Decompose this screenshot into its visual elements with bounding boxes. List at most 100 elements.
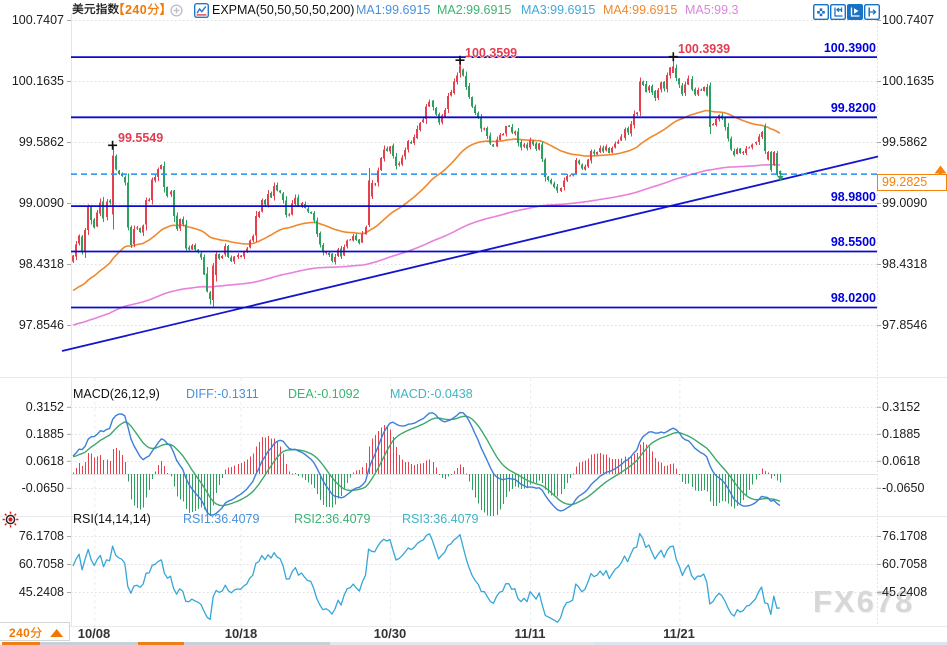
price-axis-label-left: 100.1635 [11,74,64,88]
ma-value-label: MA3:99.6915 [521,3,596,17]
grid-lines [71,20,877,626]
rsi-axis-label-right: 60.7058 [882,557,928,571]
level-price-label: 98.9800 [830,190,876,204]
macd-axis-label-right: 0.3152 [882,399,921,414]
rsi-axis-label-right: 45.2408 [882,585,928,599]
macd-line-dif [72,411,781,516]
date-axis-label: 11/11 [514,626,546,641]
trend-line[interactable] [61,155,879,352]
ma-value-label: MA1:99.6915 [356,3,431,17]
scrollbar-track [40,641,138,645]
indicator-chart-icon [194,3,209,18]
svg-text:4: 4 [16,626,23,640]
collapse-triangle-icon [50,629,64,637]
scrollbar-thumb[interactable] [2,641,40,645]
scrollbar-track [594,641,947,645]
rsi-axis-label-left: 60.7058 [18,557,64,571]
svg-text:2: 2 [9,626,16,640]
level-price-label: 100.3900 [823,41,876,55]
current-price-box: 99.2825 [877,174,947,191]
price-axis-label-left: 97.8546 [18,318,64,332]
swing-high-cross-marker [668,52,678,62]
macd-axis-label-right: -0.0650 [882,480,925,495]
macd-axis-label-left: 0.0618 [25,453,64,468]
macd-axis-label-left: -0.0650 [21,480,64,495]
swing-high-cross-marker [455,55,465,65]
candles [72,56,781,307]
level-price-label: 99.8200 [830,101,876,115]
swing-high-price-label: 100.3939 [678,42,731,56]
ma-value-label: MA2:99.6915 [437,3,512,17]
svg-text:4: 4 [132,3,139,17]
watermark: FX678 [813,584,915,619]
price-axis-label-right: 99.0090 [882,196,928,210]
rsi-lines [72,532,780,623]
rsi-pane-title: RSI(14,14,14) [73,512,151,526]
price-direction-arrow-icon [934,165,947,177]
price-axis-label-right: 100.7407 [882,13,935,27]
macd-axis-label-left: 0.3152 [25,399,64,414]
svg-text:2: 2 [125,3,132,17]
rsi-axis-label-left: 76.1708 [18,529,64,543]
ma-value-label: MA4:99.6915 [603,3,678,17]
price-axis-label-left: 99.0090 [18,196,64,210]
instrument-title [72,3,120,15]
indicator-value-label: RSI3:36.4079 [402,512,479,526]
rsi-axis-label-left: 45.2408 [18,585,64,599]
swing-high-price-label: 100.3599 [465,46,518,60]
shift-chart-right-icon[interactable] [864,4,880,20]
price-axis-label-right: 99.5862 [882,135,928,149]
rsi-line [72,532,780,623]
date-axis-label: 11/21 [663,626,695,641]
level-price-label: 98.0200 [830,291,876,305]
macd-pane-title: MACD(26,12,9) [73,387,160,401]
add-indicator-icon[interactable] [170,4,183,17]
indicator-params: EXPMA(50,50,50,50,200) [212,3,355,17]
swing-high-cross-marker [108,140,118,150]
macd-histogram [73,424,781,516]
zoom-range-right-icon[interactable] [847,4,863,20]
expma-line-EXPMA200 [72,163,780,326]
indicator-value-label: DEA:-0.1092 [288,387,360,401]
indicator-value-label: DIFF:-0.1311 [186,387,259,401]
zoom-range-left-icon[interactable] [830,4,846,20]
price-axis-label-right: 98.4318 [882,257,928,271]
date-axis-label: 10/18 [224,626,258,641]
price-axis-label-right: 100.1635 [882,74,935,88]
macd-line-dea [72,415,781,507]
expma-line-EXPMA50 [72,109,781,292]
rsi-axis-label-right: 76.1708 [882,529,928,543]
indicator-settings-sun-icon[interactable] [2,511,19,528]
level-lines [71,56,877,309]
indicator-value-label: RSI1:36.4079 [183,512,260,526]
swing-high-price-label: 99.5549 [118,131,164,145]
svg-text:0: 0 [23,626,30,640]
price-axis-label-left: 98.4318 [18,257,64,271]
scrollbar-track [330,641,594,645]
indicator-value-label: MACD:-0.0438 [390,387,473,401]
svg-text:0: 0 [140,3,147,17]
indicator-value-label: RSI2:36.4079 [294,512,371,526]
expma-lines [72,109,781,326]
pane-frame [0,14,947,627]
price-axis-label-left: 100.7407 [11,13,64,27]
ma-value-label: MA5:99.3 [685,3,739,17]
price-axis-label-left: 99.5862 [18,135,64,149]
macd-axis-label-right: 0.0618 [882,453,921,468]
macd-axis-label-right: 0.1885 [882,426,921,441]
level-price-label: 98.5500 [830,235,876,249]
scrollbar-track [184,641,330,645]
macd-axis-label-left: 0.1885 [25,426,64,441]
date-axis-label: 10/08 [77,626,111,641]
scrollbar-thumb[interactable] [138,641,184,645]
macd-lines [72,411,781,516]
sell-marker-arrow-icon [777,171,784,182]
price-axis-label-right: 97.8546 [882,318,928,332]
pan-tool-icon[interactable] [813,4,829,20]
date-axis-label: 10/30 [373,626,407,641]
